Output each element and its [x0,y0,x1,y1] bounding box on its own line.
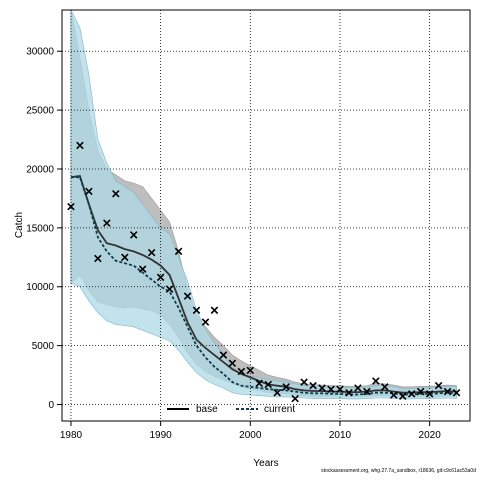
catch-point-2015 [381,383,389,391]
legend-current-label: current [264,404,295,415]
catch-point-2005 [291,394,299,403]
catch-point-1998 [228,359,237,368]
x-axis: 1980 1990 2000 2010 2020 [60,421,441,441]
band-current [70,10,457,400]
catch-point-2012 [354,384,362,392]
catch-point-1985 [112,189,120,198]
catch-point-1989 [147,248,156,257]
catch-point-2013 [363,387,371,396]
x-tick-label-1980: 1980 [60,430,83,441]
catch-point-2010 [336,385,344,393]
x-axis-title: Years [253,458,278,469]
confidence-bands [70,10,457,400]
catch-point-1988 [138,265,147,273]
catch-point-1983 [94,254,102,263]
plot-frame [61,9,471,422]
catch-point-1990 [156,273,165,282]
y-tick-label-30000: 30000 [26,47,54,58]
catch-point-2000 [246,366,255,375]
catch-point-1984 [103,219,111,227]
catch-point-2011 [345,388,353,397]
catch-point-1991 [165,285,174,293]
catch-point-2022 [443,387,452,396]
catch-point-1992 [174,247,183,256]
x-tick-label-2000: 2000 [239,430,262,441]
x-tick-label-1990: 1990 [150,430,173,441]
catch-point-2007 [309,381,317,390]
y-axis-title: Catch [14,212,25,238]
y-axis: 0 5000 10000 15000 20000 25000 30000 [26,47,62,411]
catch-point-1997 [219,351,228,359]
grid-lines [62,10,470,421]
catch-point-1987 [129,231,138,239]
catch-point-2016 [390,391,398,399]
catch-point-1994 [192,306,201,315]
legend: base current [167,404,295,415]
catch-point-1995 [201,318,210,326]
y-tick-label-5000: 5000 [32,341,55,352]
catch-point-2017 [398,392,407,401]
observed-catch-points [67,141,461,403]
catch-point-2023 [452,388,461,397]
legend-base-label: base [196,404,218,415]
catch-point-2019 [416,387,425,396]
y-tick-label-0: 0 [48,400,54,411]
catch-point-1980 [67,202,75,211]
catch-point-1982 [85,187,93,196]
catch-point-2018 [407,390,416,398]
series-line-base [70,175,457,394]
catch-point-2002 [264,380,273,389]
catch-point-1996 [210,306,219,315]
catch-point-1986 [121,253,129,262]
y-tick-label-10000: 10000 [26,282,54,293]
catch-point-2009 [327,385,335,393]
catch-point-2006 [300,378,308,386]
catch-point-1993 [183,292,192,300]
x-tick-label-2020: 2020 [419,430,442,441]
caption: stockassessment.org, whg.27.7a_sandbox, … [321,468,476,474]
x-tick-label-2010: 2010 [329,430,352,441]
y-tick-label-25000: 25000 [26,106,54,117]
catch-point-2020 [425,390,434,398]
catch-point-2014 [372,377,380,385]
catch-point-2021 [434,381,443,390]
catch-point-2003 [273,388,281,397]
y-tick-label-15000: 15000 [26,223,54,234]
catch-point-2008 [318,384,326,392]
catch-point-1999 [237,367,246,376]
y-tick-label-20000: 20000 [26,164,54,175]
catch-point-2001 [255,379,264,388]
catch-point-2004 [282,383,290,391]
catch-point-1981 [76,141,84,150]
